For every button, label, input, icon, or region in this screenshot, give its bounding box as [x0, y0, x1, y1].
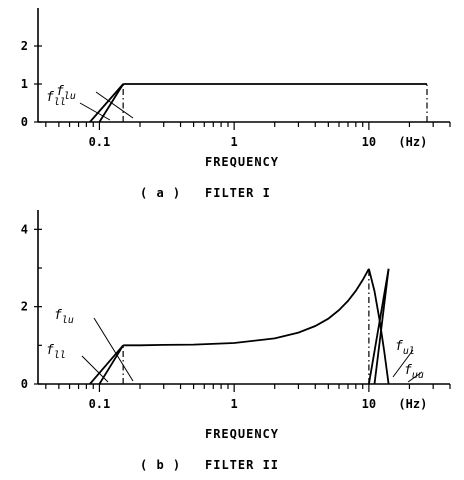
panel-caption-title: FILTER II [205, 458, 279, 472]
annotation-subscript: uu [412, 370, 424, 381]
x-tick-label: 0.1 [89, 397, 111, 411]
y-tick-label: 4 [21, 222, 28, 236]
y-tick-label: 2 [21, 39, 28, 53]
panel-caption-label: ( b ) [140, 458, 181, 472]
y-tick-label: 1 [21, 77, 28, 91]
annotation-label: fll [46, 343, 66, 361]
annotation-label: ful [395, 339, 415, 357]
x-axis-title: FREQUENCY [205, 427, 279, 441]
panel-caption-label: ( a ) [140, 186, 181, 200]
annotation-subscript: ll [54, 97, 66, 108]
annotation-leader [407, 371, 423, 383]
annotation-symbol: f [54, 308, 62, 323]
series-line-4 [368, 268, 390, 385]
annotation-leader [81, 355, 109, 383]
x-tick-label: 1 [231, 397, 238, 411]
annotation-leader [79, 102, 111, 121]
annotation-leader [93, 317, 134, 382]
x-tick-label: 10 [362, 135, 376, 149]
series-line-0 [123, 268, 370, 347]
x-tick-label: 10 [362, 397, 376, 411]
annotation-label: flu [54, 308, 74, 326]
annotation-label: fll [46, 90, 66, 108]
annotation-subscript: ul [403, 346, 415, 357]
annotation-subscript: ll [54, 350, 66, 361]
annotation-subscript: lu [62, 315, 74, 326]
annotation-symbol: f [395, 339, 403, 354]
x-tick-label: 0.1 [89, 135, 111, 149]
annotation-leader [392, 349, 414, 378]
series-line-1 [89, 83, 124, 123]
panel-caption-title: FILTER I [205, 186, 271, 200]
y-tick-label: 0 [21, 377, 28, 391]
x-unit-label: (Hz) [398, 397, 427, 411]
annotation-symbol: f [56, 84, 64, 99]
x-axis-title: FREQUENCY [205, 155, 279, 169]
annotation-leader [95, 91, 134, 119]
series-line-2 [89, 344, 124, 385]
x-tick-label: 1 [231, 135, 238, 149]
annotation-symbol: f [46, 90, 54, 105]
annotation-label: flu [56, 84, 76, 102]
annotation-symbol: f [404, 363, 412, 378]
y-tick-label: 0 [21, 115, 28, 129]
series-line-5 [373, 268, 390, 385]
annotation-label: fuu [404, 363, 424, 381]
x-unit-label: (Hz) [398, 135, 427, 149]
annotation-subscript: lu [64, 91, 76, 102]
series-line-3 [98, 344, 124, 385]
annotation-symbol: f [46, 343, 54, 358]
y-tick-label: 2 [21, 300, 28, 314]
